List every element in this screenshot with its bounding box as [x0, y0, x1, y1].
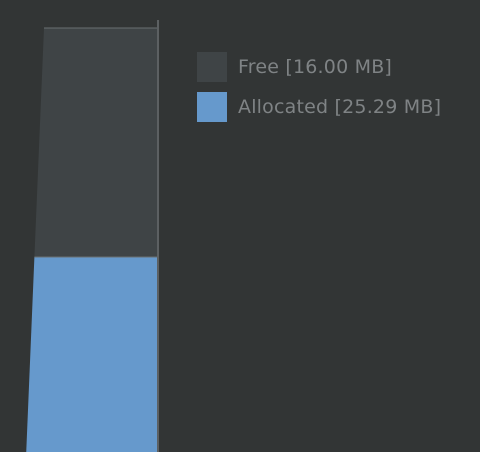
- legend-label-free: Free [16.00 MB]: [238, 56, 393, 78]
- legend-label-allocated: Allocated [25.29 MB]: [238, 96, 442, 118]
- legend-item-free: Free [16.00 MB]: [197, 52, 441, 82]
- legend-swatch-allocated: [197, 92, 227, 122]
- bar-segment-allocated: [26, 257, 157, 452]
- bar-segment-free: [34, 28, 157, 258]
- chart-legend: Free [16.00 MB] Allocated [25.29 MB]: [197, 52, 441, 132]
- legend-swatch-free: [197, 52, 227, 82]
- legend-item-allocated: Allocated [25.29 MB]: [197, 92, 441, 122]
